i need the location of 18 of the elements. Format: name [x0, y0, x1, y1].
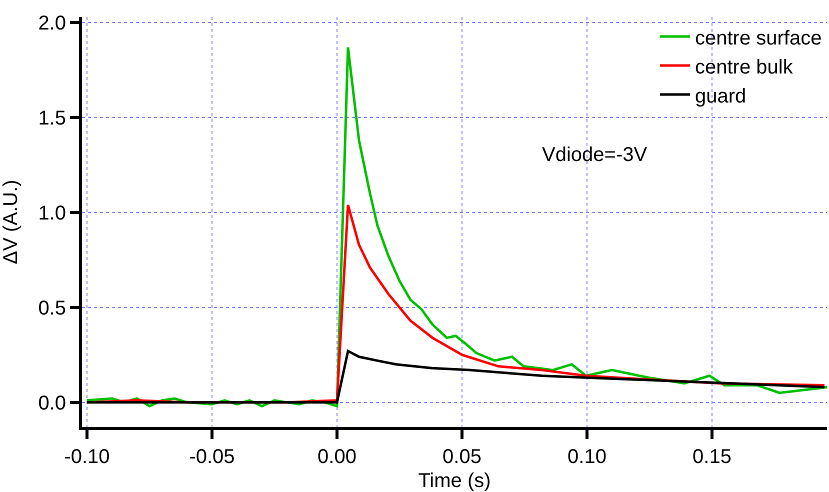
x-tick-label: -0.05 [189, 446, 235, 468]
y-tick-label: 0.0 [38, 392, 66, 414]
x-tick-label: 0.15 [692, 446, 732, 468]
line-series [86, 350, 826, 404]
y-axis-title: ΔV (A.U.) [0, 180, 22, 264]
legend-label: centre bulk [695, 56, 794, 78]
x-tick-label: 0.00 [318, 446, 356, 468]
y-tick-label: 0.5 [38, 297, 66, 320]
legend-label: guard [695, 85, 746, 108]
legend-label: centre surface [695, 27, 822, 50]
y-tick-label: 1.0 [38, 202, 66, 225]
x-tick-label: 0.10 [568, 446, 606, 468]
x-tick-label: 0.05 [442, 446, 482, 468]
y-tick-label: 1.5 [38, 108, 66, 130]
y-tick-label: 2.0 [38, 12, 66, 35]
x-axis-title: Time (s) [418, 470, 491, 492]
x-tick-label: -0.10 [64, 446, 110, 468]
annotation: Vdiode=-3V [542, 144, 648, 166]
